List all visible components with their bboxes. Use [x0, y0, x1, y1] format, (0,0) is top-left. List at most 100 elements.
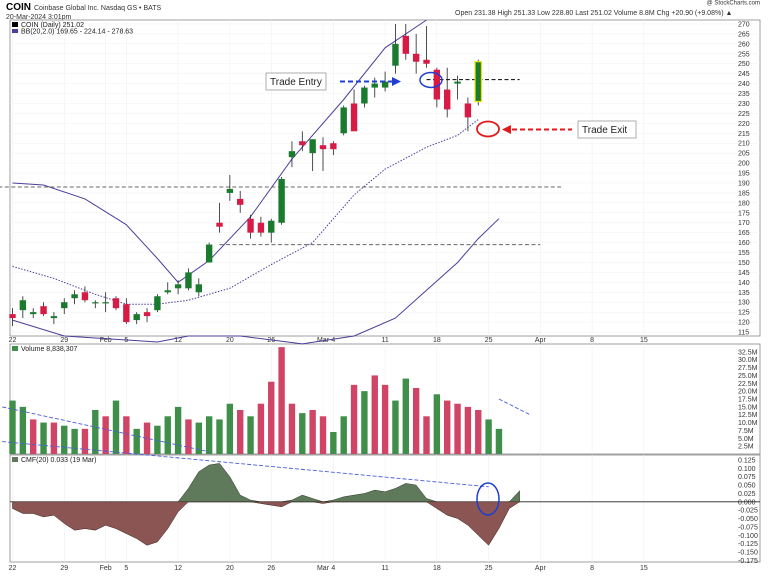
- price-tick-label: 170: [738, 220, 750, 227]
- price-tick-label: 200: [738, 161, 750, 168]
- volume-bar: [185, 419, 192, 454]
- candle: [164, 282, 171, 295]
- date-tick-label: 8: [590, 565, 594, 572]
- candle: [454, 75, 461, 100]
- candle: [237, 190, 244, 213]
- price-tick-label: 205: [738, 151, 750, 158]
- volume-bar: [226, 403, 234, 454]
- price-tick-label: 190: [738, 180, 750, 187]
- candle: [474, 59, 483, 106]
- candle: [154, 294, 161, 313]
- price-legend-text: COIN (Daily) 251.02: [21, 22, 84, 29]
- price-tick-label: 165: [738, 230, 750, 237]
- price-tick-label: 125: [738, 310, 750, 317]
- candle: [123, 298, 130, 325]
- volume-legend-text: Volume 8,838,307: [21, 346, 78, 353]
- bb-legend-swatch: [12, 29, 18, 33]
- candle-body: [257, 222, 265, 233]
- candle: [71, 290, 78, 305]
- volume-bar: [247, 416, 254, 454]
- price-tick-label: 235: [738, 91, 750, 98]
- candle: [174, 280, 182, 295]
- cmf-tick-label: -0.075: [738, 524, 758, 531]
- date-tick-label: Apr: [535, 337, 547, 344]
- date-tick-label: 15: [640, 565, 648, 572]
- volume-bar: [288, 403, 296, 454]
- date-tick-label: Feb: [100, 337, 112, 344]
- price-legend-swatch: [12, 22, 18, 27]
- price-tick-label: 195: [738, 171, 750, 178]
- candle: [30, 308, 37, 319]
- volume-bar: [71, 428, 78, 454]
- volume-axis: 2.5M5.0M7.5M10.0M12.5M15.0M17.5M20.0M22.…: [738, 349, 758, 450]
- volume-tick-label: 10.0M: [738, 420, 758, 427]
- candle: [381, 71, 389, 92]
- candle: [330, 141, 337, 156]
- date-tick-label: 11: [381, 565, 388, 572]
- cmf-tick-label: 0.075: [738, 474, 756, 481]
- volume-bar: [205, 416, 213, 454]
- candle: [112, 296, 120, 311]
- cmf-tick-label: 0.025: [738, 491, 756, 498]
- date-tick-label: Feb: [100, 565, 112, 572]
- date-tick-label: 4: [331, 565, 335, 572]
- date-axis-price: 22 29 Feb 5 12 20 26 Mar 4 11 18 25 Apr 8 15: [9, 337, 648, 344]
- volume-bar: [361, 391, 368, 454]
- volume-bar: [309, 410, 316, 454]
- header: COIN Coinbase Global Inc. Nasdaq GS • BA…: [6, 1, 760, 22]
- candle-body: [19, 300, 27, 311]
- cmf-negative-area: [12, 501, 520, 546]
- candle-body: [205, 244, 213, 263]
- date-tick-label: 12: [174, 565, 182, 572]
- candle-body: [464, 103, 472, 118]
- date-tick-label: 18: [433, 337, 441, 344]
- volume-bar: [9, 400, 16, 454]
- candle-body: [9, 314, 16, 319]
- candle-body: [123, 304, 130, 323]
- candle: [19, 296, 27, 319]
- volume-bar: [257, 403, 265, 454]
- candle-body: [92, 302, 99, 304]
- candle-body: [330, 143, 337, 150]
- volume-bar: [133, 428, 140, 454]
- volume-bar: [319, 416, 327, 454]
- candle: [340, 105, 347, 136]
- trade-entry-arrowhead: [392, 77, 401, 86]
- candle-body: [226, 188, 234, 193]
- candle-body: [474, 61, 483, 103]
- grid: [10, 20, 760, 562]
- price-tick-label: 115: [738, 330, 749, 337]
- candle-body: [61, 302, 68, 309]
- candle: [350, 89, 358, 132]
- bb-middle-line: [12, 119, 479, 305]
- candles: [9, 23, 483, 327]
- volume-tick-label: 17.5M: [738, 397, 758, 404]
- volume-tick-label: 7.5M: [738, 428, 754, 435]
- candle-body: [423, 59, 430, 64]
- candle: [402, 23, 409, 60]
- volume-tick-label: 12.5M: [738, 412, 758, 419]
- volume-bar: [495, 428, 503, 454]
- volume-bar: [485, 419, 492, 454]
- bb-lower-line: [12, 218, 500, 345]
- volume-bar: [61, 425, 68, 454]
- volume-bar: [381, 384, 389, 454]
- volume-bar: [216, 419, 223, 454]
- candle-body: [154, 296, 161, 311]
- price-tick-label: 220: [738, 121, 750, 128]
- cmf-tick-label: -0.150: [738, 549, 758, 556]
- date-tick-label: 26: [267, 337, 275, 344]
- volume-tick-label: 5.0M: [738, 436, 754, 443]
- date-tick-label: 25: [485, 565, 493, 572]
- candle: [444, 67, 451, 118]
- candle-body: [216, 222, 223, 227]
- exit-ellipse: [476, 120, 500, 138]
- volume-bar: [30, 419, 37, 454]
- trend-lines: [2, 398, 531, 488]
- price-tick-label: 120: [738, 320, 750, 327]
- trade-entry-label: Trade Entry: [270, 77, 322, 88]
- candle: [133, 312, 140, 325]
- price-axis: 115 120 125 130 135 140 145 150 155 160 165 170 175 1…: [738, 21, 750, 336]
- candle: [257, 216, 265, 237]
